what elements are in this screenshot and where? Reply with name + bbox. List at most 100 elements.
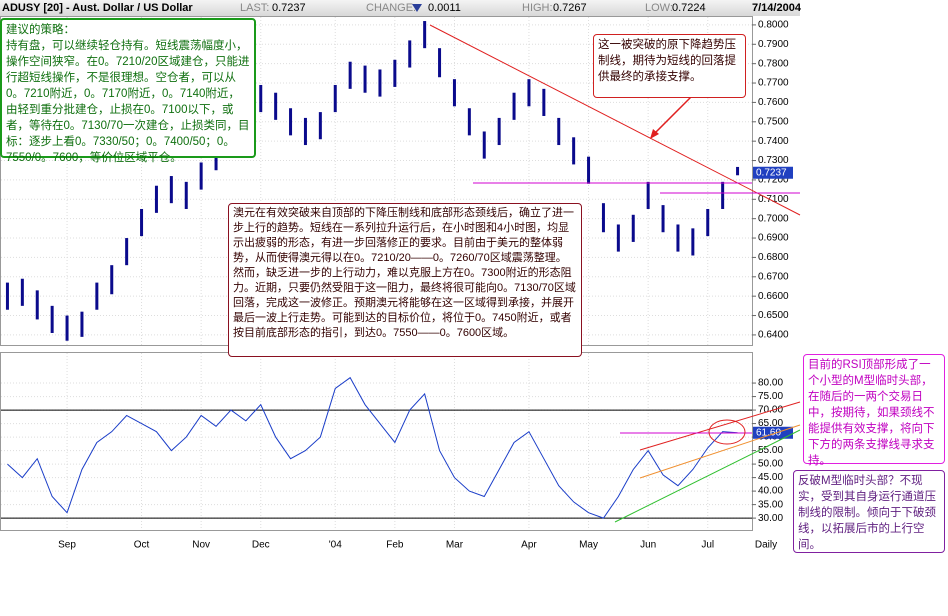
- price-bar: [20, 278, 24, 306]
- price-bar: [572, 137, 576, 165]
- x-tick-label: '04: [329, 540, 342, 551]
- y-tick-label: 0.6800: [758, 252, 789, 263]
- y-tick-label: 40.00: [758, 486, 783, 497]
- price-bar: [423, 21, 427, 49]
- price-bar: [140, 208, 144, 237]
- x-tick-label: Oct: [134, 540, 150, 551]
- change-value: 0.0011: [428, 2, 461, 14]
- analysis-text: 澳元在有效突破来自顶部的下降压制线和底部形态颈线后，确立了进一步上行的趋势。短线…: [233, 207, 574, 264]
- last-flag: [753, 166, 793, 179]
- y-tick-label: 0.7700: [758, 78, 789, 89]
- rsi-channel-mid: [639, 424, 801, 479]
- price-bar: [65, 315, 69, 341]
- price-bar: [259, 84, 263, 113]
- price-bar: [706, 208, 710, 237]
- y-tick-label: 0.7800: [758, 58, 789, 69]
- price-bar: [736, 166, 740, 176]
- y-tick-label: 0.7900: [758, 39, 789, 50]
- y-tick-label: 65.00: [758, 418, 783, 429]
- header-title: ADUSY [20] - Aust. Dollar / US Dollar: [2, 2, 193, 14]
- price-bar: [125, 238, 129, 266]
- trendline-text: 这一被突破的原下降趋势压制线，期待为短线的回落提供最终的承接支撑。: [598, 39, 736, 83]
- down-arrow: [412, 4, 422, 12]
- strategy-title: 建议的策略：: [6, 24, 75, 36]
- price-bar: [408, 40, 412, 68]
- y-tick-label: 0.6700: [758, 271, 789, 282]
- price-bar: [616, 224, 620, 252]
- price-bar: [289, 108, 293, 136]
- y-tick-label: 45.00: [758, 472, 783, 483]
- price-bar: [95, 282, 99, 310]
- change-label: CHANGE:: [366, 2, 417, 14]
- y-tick-label: 55.00: [758, 445, 783, 456]
- price-bar: [646, 181, 650, 209]
- price-bar: [348, 61, 352, 89]
- price-bar: [467, 108, 471, 136]
- price-bar: [363, 65, 367, 93]
- y-tick-label: 0.8000: [758, 20, 789, 31]
- y-tick-label: 75.00: [758, 391, 783, 402]
- last-flag: [753, 426, 793, 439]
- price-bar: [587, 156, 591, 184]
- y-tick-label: 0.6500: [758, 310, 789, 321]
- price-bar: [661, 205, 665, 233]
- x-tick-label: Sep: [58, 540, 76, 551]
- y-tick-label: 70.00: [758, 405, 783, 416]
- last-flag-label: 61.60: [756, 427, 781, 438]
- price-bar: [169, 176, 173, 204]
- high-value: 0.7267: [553, 2, 587, 14]
- header: ADUSY [20] - Aust. Dollar / US Dollar LA…: [0, 0, 801, 16]
- y-tick-label: 0.6900: [758, 233, 789, 244]
- strategy-text: 持有盘，可以继续轻仓持有。短线震荡幅度小，操作空间狭窄。在0。7210/20区域…: [6, 40, 250, 164]
- y-tick-label: 0.7000: [758, 213, 789, 224]
- price-bar: [110, 265, 114, 295]
- rsi-top-text: 目前的RSI顶部形成了一个小型的M型临时头部，在随后的一两个交易日中，按期待，如…: [808, 359, 935, 467]
- price-bar: [393, 59, 397, 87]
- rsi-top-note: 目前的RSI顶部形成了一个小型的M型临时头部，在随后的一两个交易日中，按期待，如…: [803, 354, 945, 467]
- price-bar: [542, 88, 546, 116]
- x-tick-label: Dec: [252, 540, 270, 551]
- price-bar: [691, 228, 695, 256]
- rsi-line: [7, 376, 738, 519]
- price-bar: [497, 117, 501, 146]
- y-tick-label: 0.7200: [758, 175, 789, 186]
- x-tick-label: May: [579, 540, 598, 551]
- price-bar: [631, 214, 635, 242]
- last-flag-label: 0.7237: [756, 167, 787, 178]
- price-bar: [80, 311, 84, 337]
- arrow-head: [650, 129, 659, 139]
- last-label: LAST:: [240, 2, 270, 14]
- low-label: LOW:: [645, 2, 673, 14]
- price-bar: [601, 203, 605, 233]
- price-bar: [154, 185, 158, 213]
- x-tick-label: Jul: [701, 540, 714, 551]
- y-tick-label: 80.00: [758, 378, 783, 389]
- price-bar: [676, 224, 680, 252]
- x-tick-label: Mar: [446, 540, 464, 551]
- rsi-circle: [708, 419, 746, 445]
- rsi-break-note: 反破M型临时头部？不现实，受到其自身运行通道压制线的限制。倾向于下破颈线，以拓展…: [793, 470, 945, 553]
- y-tick-label: 0.7400: [758, 136, 789, 147]
- y-tick-label: 35.00: [758, 499, 783, 510]
- y-tick-label: 0.6600: [758, 291, 789, 302]
- low-value: 0.7224: [672, 2, 706, 14]
- y-tick-label: 0.7600: [758, 97, 789, 108]
- x-tick-label: Apr: [521, 540, 537, 551]
- date: 7/14/2004: [752, 2, 801, 14]
- y-tick-label: 0.7100: [758, 194, 789, 205]
- y-tick-label: 30.00: [758, 513, 783, 524]
- price-bar: [35, 290, 39, 320]
- high-label: HIGH:: [522, 2, 553, 14]
- x-tick-label: Feb: [386, 540, 404, 551]
- price-bar: [721, 181, 725, 209]
- price-bar: [199, 162, 203, 190]
- price-bar: [303, 117, 307, 146]
- rsi-break-text: 反破M型临时头部？不现实，受到其自身运行通道压制线的限制。倾向于下破颈线，以拓展…: [798, 475, 936, 551]
- price-bar: [438, 48, 442, 78]
- price-bar: [378, 69, 382, 97]
- price-bar: [184, 181, 188, 209]
- price-bar: [333, 84, 337, 113]
- x-tick-label: Jun: [640, 540, 656, 551]
- rsi-support: [614, 429, 801, 523]
